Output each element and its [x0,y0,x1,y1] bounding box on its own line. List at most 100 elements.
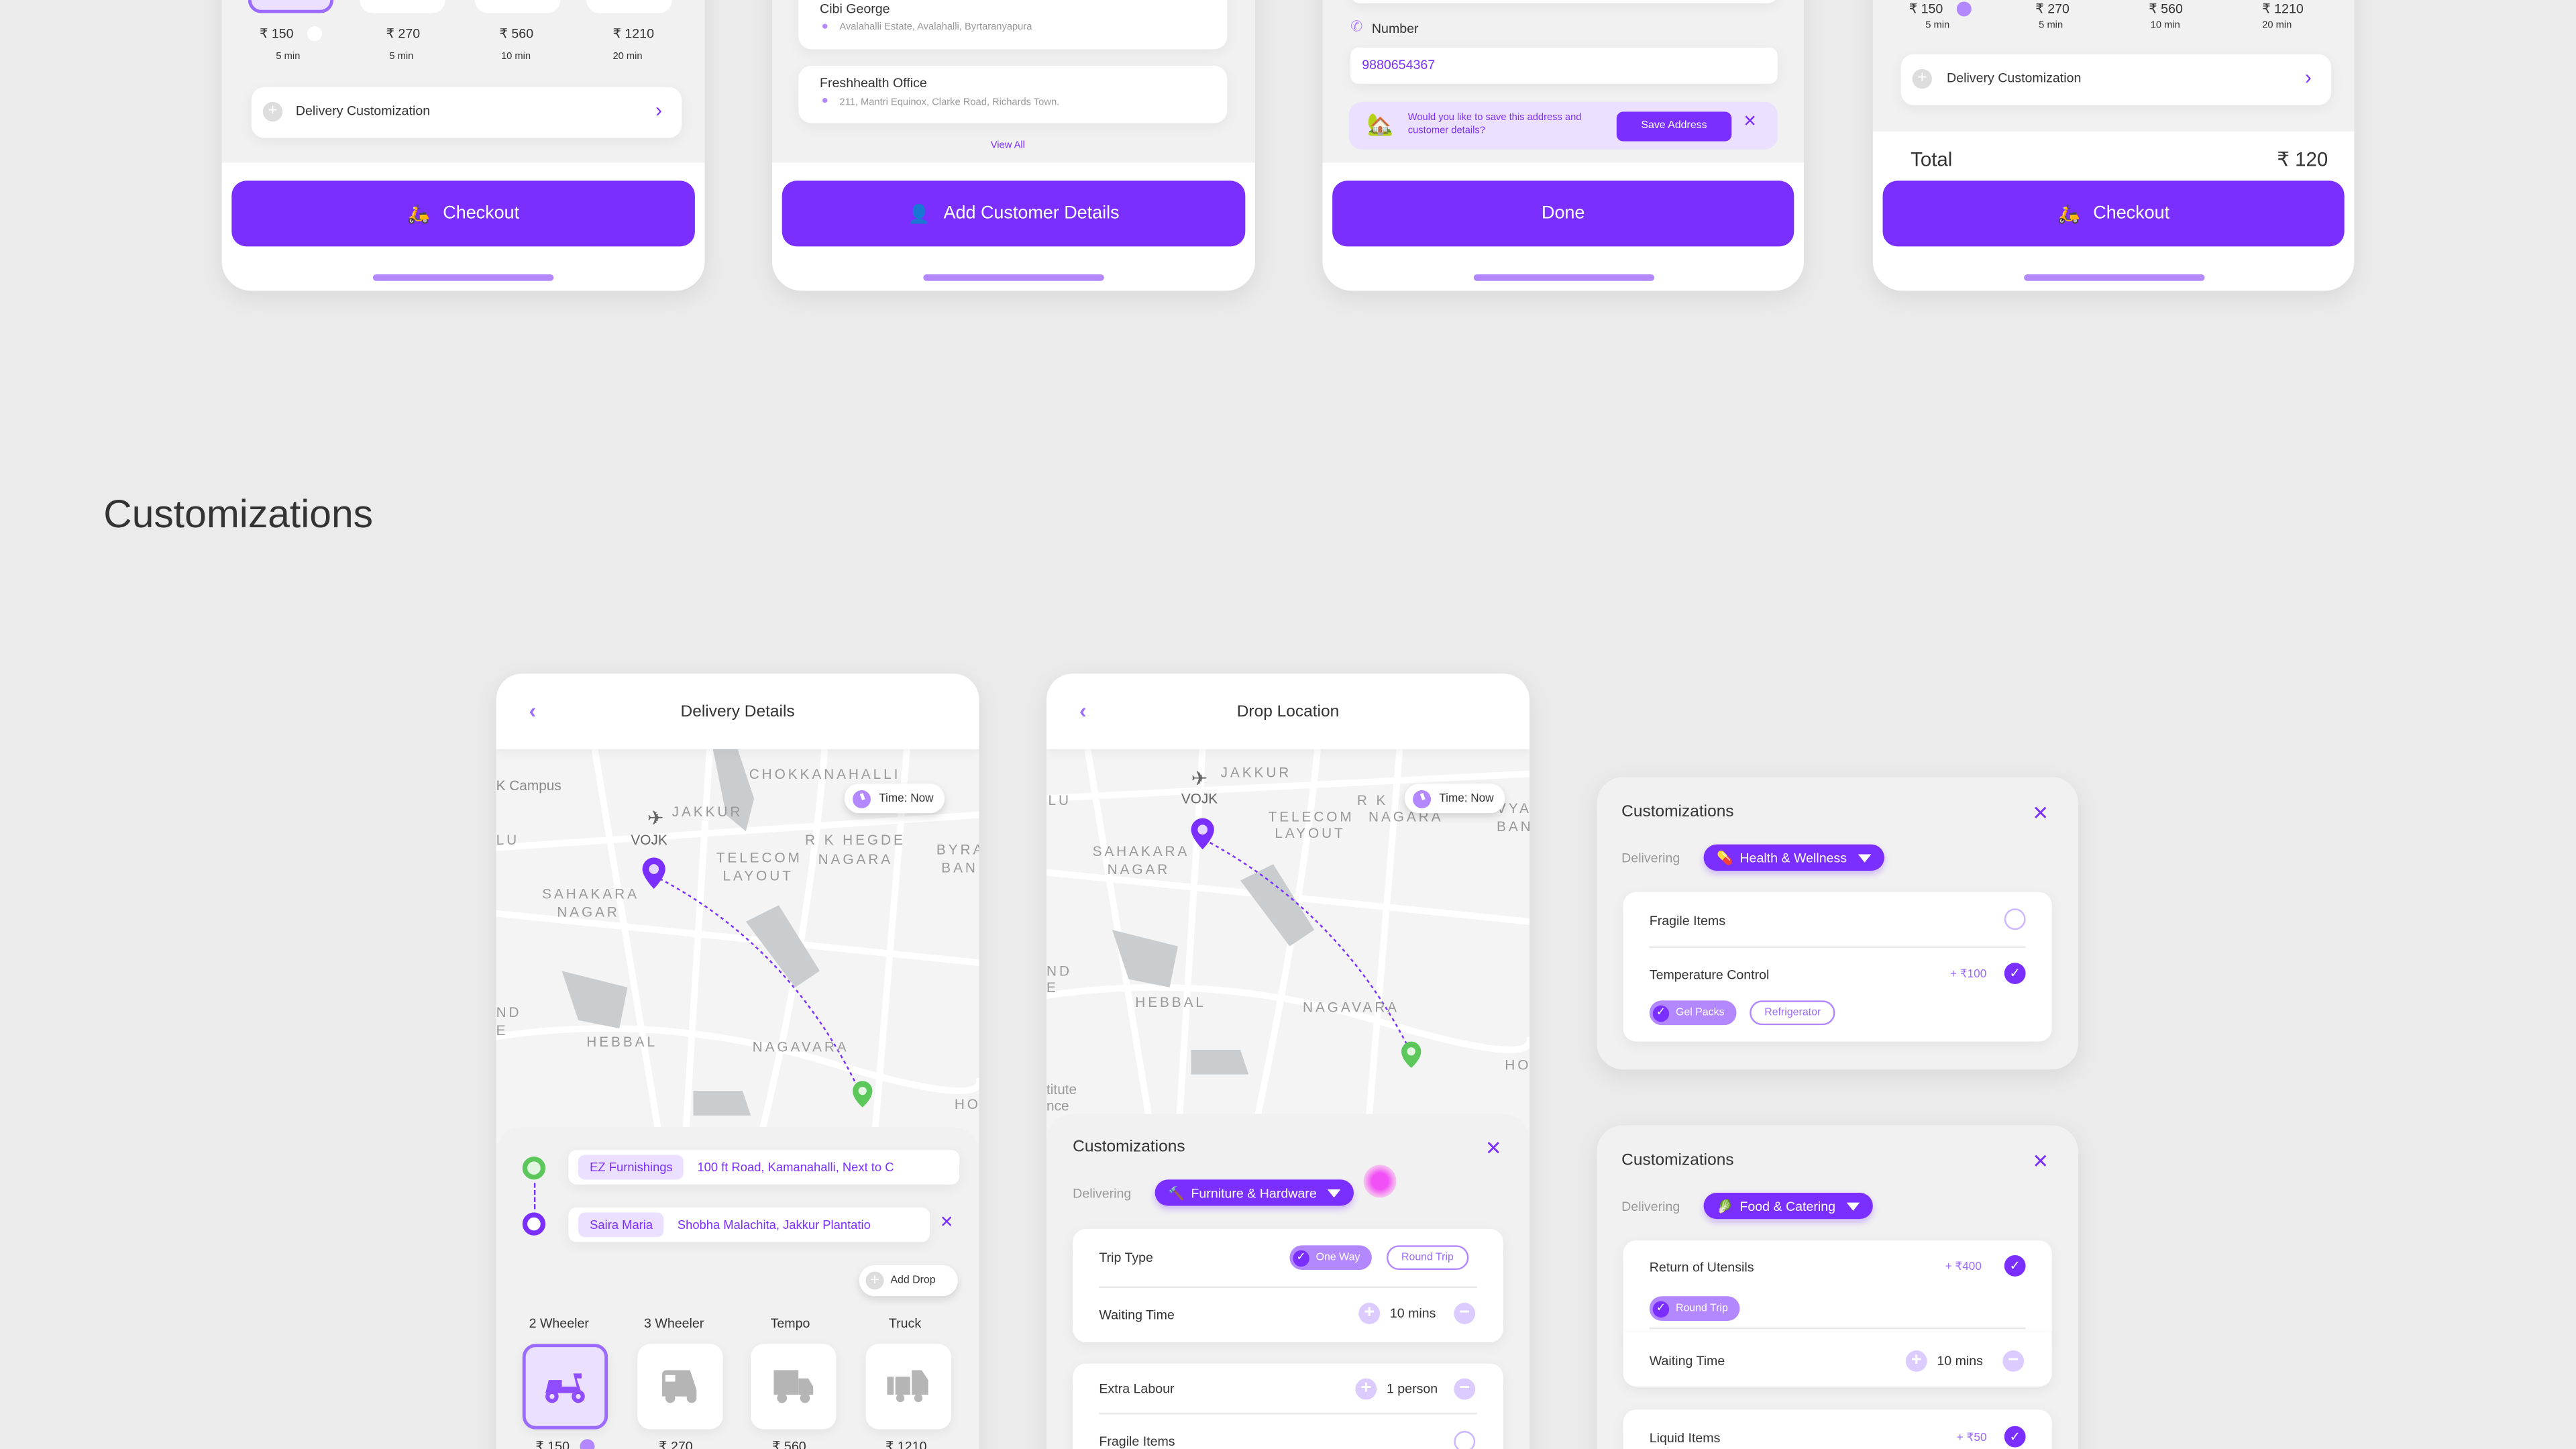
close-icon[interactable]: ✕ [1743,113,1757,131]
gel-packs-chip[interactable]: ✓ Gel Packs [1649,1000,1736,1026]
caret-down-icon [1328,1188,1342,1197]
section-title: Customizations [103,492,374,537]
vehicle-label: 3 Wheeler [644,1316,704,1331]
map-label: NAGAR [557,903,620,920]
round-trip-chip[interactable]: Round Trip [1386,1245,1468,1271]
extra-labour-value: 1 person [1386,1381,1438,1397]
time-selector[interactable]: Time: Now [1404,784,1505,814]
liquid-price: + ₹50 [1956,1432,1987,1444]
plus-icon[interactable]: + [1905,1350,1927,1372]
price: ₹ 270 [2035,1,2070,17]
clock-icon [853,789,871,808]
pickup-pin-icon [853,1081,873,1108]
one-way-chip[interactable]: ✓ One Way [1289,1245,1372,1271]
liquid-label: Liquid Items [1649,1431,1721,1446]
info-icon[interactable] [580,1439,595,1449]
vehicle-tile[interactable] [586,0,672,13]
price: ₹ 150 [259,26,294,42]
map[interactable]: ✈ K Campus CHOKKANAHALLI JAKKUR VOJK LU … [496,749,979,1144]
fragile-radio[interactable] [2004,908,2026,930]
round-trip-chip[interactable]: ✓ Round Trip [1649,1296,1739,1321]
time-selector[interactable]: Time: Now [844,784,945,814]
remove-drop-icon[interactable]: ✕ [939,1214,954,1232]
temperature-checkbox[interactable]: ✓ [2004,963,2026,984]
category-dropdown[interactable]: 🥬 Food & Catering [1703,1192,1874,1220]
close-icon[interactable]: ✕ [2032,802,2049,825]
map-label: BAN [1497,818,1529,835]
add-drop-button[interactable]: + Add Drop [859,1265,958,1297]
vehicle-option-truck[interactable] [865,1344,951,1430]
vehicle-option-tempo[interactable] [751,1344,837,1430]
plus-icon: + [262,101,283,122]
back-chevron-icon[interactable]: ‹ [529,698,537,723]
category-dropdown[interactable]: 🔨 Furniture & Hardware [1155,1179,1355,1206]
save-address-button[interactable]: Save Address [1616,111,1732,142]
minus-icon[interactable]: − [1454,1378,1476,1400]
route-line [653,875,862,1095]
liquid-checkbox[interactable]: ✓ [2004,1426,2026,1448]
add-customer-details-button[interactable]: 👤 Add Customer Details [782,180,1246,247]
caret-down-icon [1847,1201,1860,1210]
map-label: SAHAKARA [542,885,639,902]
delivery-customization-row[interactable]: + Delivery Customization › [251,87,682,138]
eta: 10 min [2150,21,2180,32]
map-label: BYRA [936,841,979,858]
map[interactable]: ✈ JAKKUR VOJK LU TELECOM LAYOUT R K NAGA… [1046,749,1530,1144]
vehicle-option-3-wheeler[interactable] [637,1344,723,1430]
button-label: Checkout [2093,203,2170,224]
scooter-icon: 🛵 [2057,204,2080,225]
waiting-time-value: 10 mins [1389,1305,1436,1321]
trip-type-label: Trip Type [1099,1250,1153,1265]
plus-icon[interactable]: + [1355,1378,1377,1400]
fragile-radio[interactable] [1454,1431,1476,1449]
number-label: Number [1371,21,1419,36]
contact-card[interactable]: Cibi George ● Avalahalli Estate, Avalaha… [798,0,1228,50]
view-all-link[interactable]: View All [990,141,1025,152]
checkout-button[interactable]: 🛵 Checkout [231,180,695,247]
home-indicator [2023,274,2204,281]
back-chevron-icon[interactable]: ‹ [1079,698,1087,723]
category-dropdown[interactable]: 💊 Health & Wellness [1703,844,1885,871]
screen-vehicle-select: ₹ 150 ₹ 270 ₹ 560 ₹ 1210 5 min 5 min 10 … [221,0,705,291]
fragile-label: Fragile Items [1649,913,1726,928]
refrigerator-chip[interactable]: Refrigerator [1750,1000,1836,1026]
number-input[interactable]: 9880654367 [1350,48,1778,84]
minus-icon[interactable]: − [1454,1303,1476,1324]
divider [1649,946,2026,949]
map-label: HEBBAL [586,1033,657,1050]
drop-pin-icon [1191,818,1214,850]
close-icon[interactable]: ✕ [1485,1136,1502,1160]
pickup-address: 100 ft Road, Kamanahalli, Next to C [697,1159,894,1175]
vehicle-tile[interactable] [474,0,561,13]
vehicle-tile-selected[interactable] [248,0,334,13]
eta: 20 min [2262,21,2292,32]
plus-icon[interactable]: + [1358,1303,1381,1324]
auto-rickshaw-icon [661,1370,697,1403]
utensils-checkbox[interactable]: ✓ [2004,1255,2026,1277]
house-icon: 🏡 [1366,111,1394,137]
map-label: SAHAKARA [1092,843,1190,859]
plus-icon: + [1912,68,1933,89]
drop-address: Shobha Malachita, Jakkur Plantatio [677,1217,871,1232]
vehicle-price: ₹ 150 [535,1439,570,1449]
name-input[interactable] [1350,0,1778,3]
checkout-button[interactable]: 🛵 Checkout [1882,180,2345,247]
close-icon[interactable]: ✕ [2032,1150,2049,1173]
vehicle-option-2-wheeler[interactable] [522,1344,608,1430]
minus-icon[interactable]: − [2002,1350,2025,1372]
delivery-customization-label: Delivery Customization [295,103,431,119]
contact-card[interactable]: Freshhealth Office ● 211, Mantri Equinox… [798,65,1228,123]
info-icon[interactable] [1956,1,1972,17]
temperature-label: Temperature Control [1649,967,1770,983]
info-icon[interactable] [307,26,323,42]
drop-field[interactable]: Saira Maria Shobha Malachita, Jakkur Pla… [568,1208,930,1242]
map-label: ND [496,1004,522,1020]
vehicle-tile[interactable] [360,0,445,13]
pickup-field[interactable]: EZ Furnishings 100 ft Road, Kamanahalli,… [568,1150,960,1185]
customizations-food: Customizations ✕ Delivering 🥬 Food & Cate… [1597,1125,2078,1449]
map-label: LAYOUT [722,867,794,884]
map-label: nce [1046,1097,1069,1114]
route-connector [533,1183,536,1210]
done-button[interactable]: Done [1332,180,1794,247]
delivery-customization-row[interactable]: + Delivery Customization › [1900,54,2332,105]
